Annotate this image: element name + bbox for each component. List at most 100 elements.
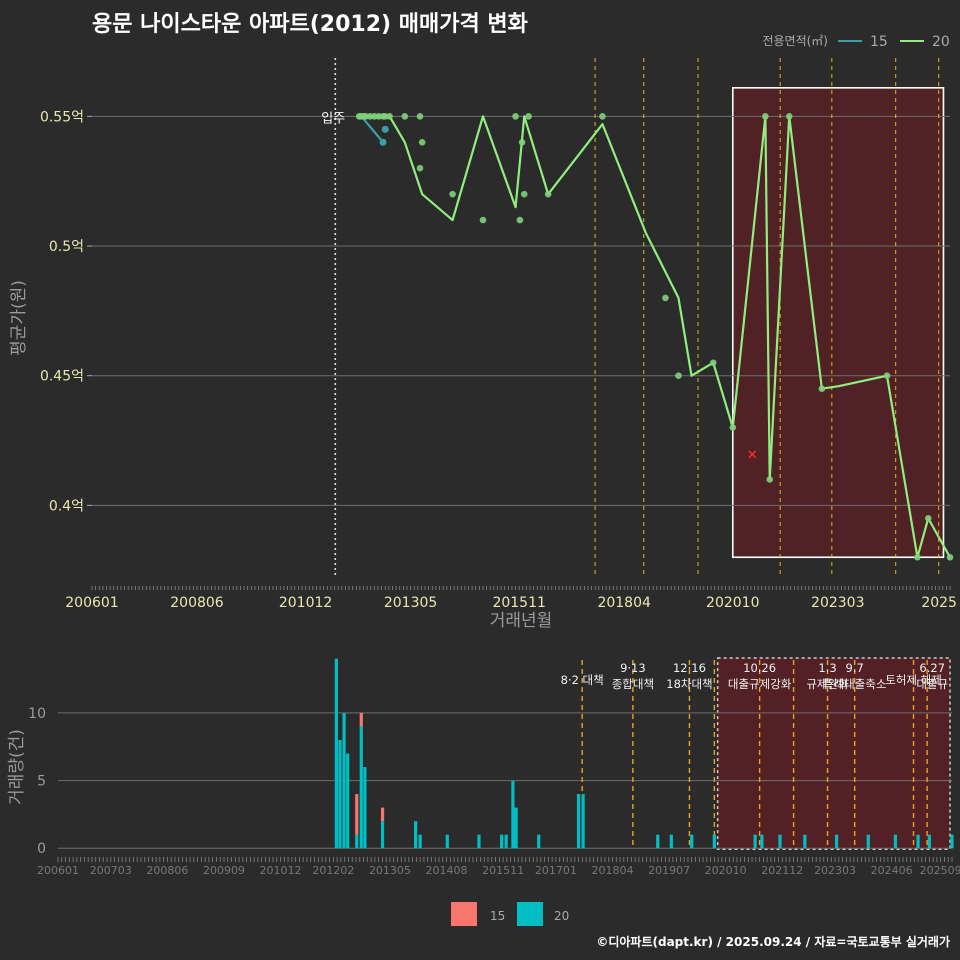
x-tick-label-volume: 200909 [203,864,245,877]
point-20 [401,113,409,120]
point-20 [762,113,769,120]
policy-label: 1.3 [818,661,836,675]
bar-20 [656,834,660,849]
x-tick-label-volume: 200703 [90,864,132,877]
x-tick-label-volume: 202509 [920,864,960,877]
point-20 [924,515,932,522]
legend-swatch-bar-20 [517,902,543,926]
y-tick-label-volume: 0 [37,841,46,857]
x-tick-label-volume: 202010 [705,864,747,877]
y-tick-label: 0.45억 [40,369,84,385]
policy-label: 특례대출축소 [823,677,886,691]
x-tick-label-volume: 202112 [761,864,803,877]
point-20 [512,113,519,120]
x-axis-label: 거래년월 [490,611,553,631]
point-20 [525,113,532,120]
x-tick-label: 202303 [811,595,864,611]
legend-title: 전용면적(㎡) [762,34,828,48]
policy-label: 토허제 해제 [885,673,942,687]
bar-20 [511,780,515,849]
policy-label: 9·13 [620,661,646,675]
y-axis-label-volume: 거래량(건) [7,729,27,805]
policy-label: 18차대책 [666,677,712,691]
bar-20 [753,834,757,849]
policy-label: 대출규제강화 [728,677,792,691]
point-20 [520,190,528,198]
policy-label: 규제완화 [806,677,849,691]
point-20 [766,476,774,483]
legend-label-bar-15: 15 [490,909,505,923]
point-20 [516,216,524,224]
x-tick-label: 201511 [492,595,545,611]
y-tick-label-volume: 5 [37,774,46,790]
series-line-15 [360,115,384,143]
bar-20 [778,834,782,849]
point-20 [729,424,737,431]
legend-label-15: 15 [870,34,888,50]
bar-20 [950,834,954,849]
bar-20 [418,834,422,849]
bar-15 [380,807,385,822]
regime-box-volume [716,657,951,850]
x-tick-label-volume: 201305 [369,864,411,877]
point-20 [914,553,921,561]
point-20 [662,294,669,302]
point-20 [675,372,682,380]
point-20 [449,190,456,198]
x-tick-label-volume: 202303 [814,864,856,877]
point-20 [709,359,717,367]
x-tick-label: 201012 [279,595,332,611]
y-tick-label: 0.55억 [40,109,84,125]
bar-20 [537,834,541,849]
cross-point: × [747,448,758,463]
bar-20 [334,658,338,849]
bar-20 [342,712,346,849]
point-15 [379,138,387,146]
legend-label-bar-20: 20 [554,909,569,923]
x-tick-label-volume: 201701 [535,864,577,877]
point-20 [479,216,487,224]
x-tick-label: 201804 [597,595,651,611]
regime-box [731,87,945,559]
bar-20 [514,807,518,849]
x-tick-label-volume: 202406 [871,864,913,877]
x-tick-label-volume: 201907 [648,864,690,877]
y-axis-label: 평균가(원) [9,280,29,356]
bar-20 [445,834,449,849]
policy-label: 12·16 [673,661,706,675]
bar-15 [359,712,363,727]
series-line-20 [359,115,951,559]
y-tick-label: 0.4억 [49,498,84,514]
y-tick-label-volume: 10 [28,706,46,722]
price-chart: 0.4억 0.45억 0.5억 0.55억 200601 200806 201012 2013… [9,34,957,631]
legend-label-20: 20 [932,34,950,50]
bar-20 [414,821,418,849]
bar-20 [363,767,367,849]
point-20 [818,385,826,392]
x-tick-label: 2025 [921,595,957,611]
point-20 [785,113,793,120]
y-tick-label: 0.5억 [49,239,84,255]
x-tick-label: 200806 [170,595,224,611]
point-20 [416,164,424,172]
x-tick-label-volume: 201511 [482,864,524,877]
x-tick-label: 202010 [706,595,759,611]
point-20 [883,372,891,380]
bar-20 [576,794,581,849]
bar-20 [834,834,839,849]
x-tick-label-volume: 201012 [260,864,302,877]
point-20 [416,113,424,120]
point-20 [946,553,954,561]
bar-20 [927,834,931,849]
legend-swatch-bar-15 [451,902,477,926]
policy-label: 10.26 [743,661,776,675]
credit-text: ©디아파트(dapt.kr) / 2025.09.24 / 자료=국토교통부 실… [596,935,950,949]
policy-label: 대출규 [916,677,948,691]
point-20 [544,190,552,198]
bar-15 [355,794,359,835]
bar-20 [359,726,363,849]
x-tick-label-volume: 200806 [146,864,188,877]
bar-20 [338,739,342,849]
policy-label: 8·2 대책 [561,673,604,687]
